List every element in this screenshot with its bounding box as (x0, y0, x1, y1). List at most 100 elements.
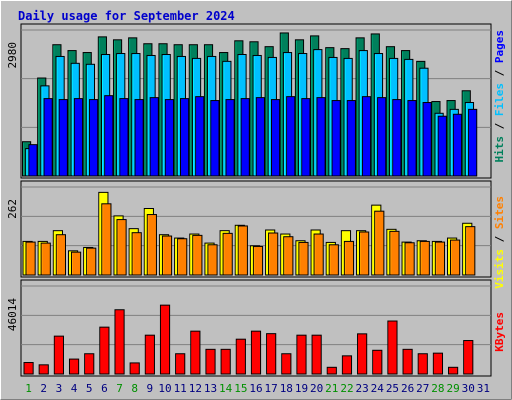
bar-kbytes-day-29 (448, 366, 459, 375)
legend-hits: Hits (493, 136, 506, 163)
legend-hits-files-pages: Hits / Files / Pages (493, 30, 506, 163)
bar-sites-day-24 (374, 210, 385, 276)
bar-kbytes-day-22 (341, 355, 353, 375)
bar-pages-day-9 (149, 97, 159, 177)
bar-sites-day-5 (86, 247, 97, 276)
bar-sites-day-25 (389, 230, 400, 276)
xtick-label-30: 30 (462, 382, 475, 395)
bar-sites-day-9 (146, 214, 157, 276)
bar-pages-day-18 (286, 96, 296, 177)
bar-kbytes-day-26 (402, 348, 413, 375)
bar-kbytes-day-23 (357, 333, 368, 375)
bar-pages-day-25 (392, 99, 402, 177)
bar-kbytes-day-9 (144, 334, 155, 375)
ymax-label-hits-files-pages: 2980 (6, 42, 19, 69)
bar-pages-day-12 (195, 96, 205, 177)
xtick-label-10: 10 (158, 382, 171, 395)
bar-pages-day-24 (377, 97, 387, 177)
legend-separator: / (493, 116, 506, 136)
xtick-label-5: 5 (86, 382, 93, 395)
bar-sites-day-28 (434, 241, 446, 276)
bar-kbytes-day-4 (68, 358, 80, 375)
bar-pages-day-16 (255, 97, 265, 177)
bar-pages-day-15 (240, 98, 250, 177)
bar-kbytes-day-8 (129, 362, 140, 375)
bar-pages-day-26 (407, 100, 417, 177)
bar-sites-day-26 (404, 242, 415, 276)
bar-pages-day-21 (331, 100, 341, 177)
bar-sites-day-17 (268, 232, 279, 276)
xtick-label-3: 3 (56, 382, 63, 395)
legend-pages: Pages (493, 30, 506, 63)
bar-sites-day-29 (450, 239, 461, 276)
xtick-label-17: 17 (265, 382, 278, 395)
bar-pages-day-28 (437, 115, 447, 177)
ymax-label-visits-sites: 262 (6, 199, 19, 219)
xtick-label-19: 19 (295, 382, 308, 395)
xtick-label-7: 7 (116, 382, 123, 395)
bar-kbytes-day-7 (114, 309, 125, 375)
bar-kbytes-day-18 (281, 353, 292, 375)
bar-kbytes-day-24 (372, 349, 383, 375)
bar-sites-day-3 (55, 234, 66, 276)
bar-pages-day-22 (346, 100, 356, 177)
xtick-label-14: 14 (219, 382, 233, 395)
xtick-label-4: 4 (71, 382, 78, 395)
xtick-label-8: 8 (131, 382, 138, 395)
xtick-label-20: 20 (310, 382, 323, 395)
bar-pages-day-8 (134, 99, 144, 177)
legend-separator: / (493, 63, 506, 83)
bar-pages-day-3 (58, 99, 68, 177)
xtick-label-26: 26 (401, 382, 414, 395)
bar-sites-day-27 (419, 240, 430, 276)
bar-pages-day-2 (43, 98, 53, 177)
bar-pages-day-4 (73, 98, 84, 177)
bar-sites-day-20 (313, 233, 324, 276)
xtick-label-1: 1 (25, 382, 32, 395)
bar-pages-day-27 (422, 102, 432, 177)
legend-kbytes: KBytes (493, 312, 506, 352)
xtick-label-6: 6 (101, 382, 108, 395)
bar-kbytes-day-20 (311, 334, 322, 375)
bar-pages-day-23 (361, 96, 372, 177)
xtick-label-16: 16 (249, 382, 262, 395)
bar-kbytes-day-13 (205, 348, 216, 375)
bar-pages-day-1 (28, 144, 38, 177)
bar-kbytes-day-3 (53, 335, 64, 375)
bar-sites-day-18 (283, 236, 294, 276)
bar-kbytes-day-5 (84, 353, 95, 375)
xtick-label-13: 13 (204, 382, 217, 395)
bar-sites-day-14 (222, 232, 233, 276)
xtick-label-27: 27 (416, 382, 429, 395)
bar-kbytes-day-10 (159, 304, 171, 375)
bar-sites-day-13 (207, 244, 218, 276)
xtick-label-18: 18 (280, 382, 293, 395)
legend-separator: / (493, 229, 506, 249)
bar-kbytes-day-27 (417, 353, 428, 375)
bar-sites-day-23 (359, 231, 370, 276)
chart-title: Daily usage for September 2024 (18, 9, 235, 23)
xtick-label-9: 9 (147, 382, 154, 395)
legend-visits-sites: Visits / Sites (493, 196, 506, 289)
bar-sites-day-8 (131, 232, 142, 276)
bar-pages-day-20 (316, 97, 326, 177)
legend-files: Files (493, 83, 506, 116)
bar-pages-day-6 (104, 95, 114, 177)
bar-pages-day-14 (225, 99, 235, 177)
legend-kbytes: KBytes (493, 312, 506, 352)
bar-sites-day-12 (192, 234, 203, 276)
bar-kbytes-day-12 (190, 330, 201, 375)
bar-sites-day-19 (298, 241, 309, 276)
bar-kbytes-day-25 (387, 320, 398, 375)
bar-sites-day-15 (237, 225, 248, 276)
xtick-label-22: 22 (340, 382, 353, 395)
xtick-label-23: 23 (356, 382, 369, 395)
bar-sites-day-2 (40, 242, 51, 276)
bar-sites-day-21 (328, 244, 339, 276)
bar-sites-day-11 (177, 238, 188, 276)
bar-sites-day-1 (25, 241, 36, 276)
xtick-label-11: 11 (174, 382, 187, 395)
xtick-label-25: 25 (386, 382, 399, 395)
xtick-label-24: 24 (371, 382, 385, 395)
